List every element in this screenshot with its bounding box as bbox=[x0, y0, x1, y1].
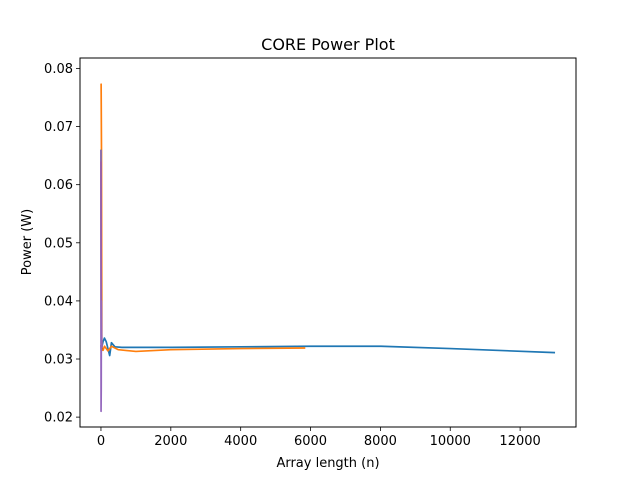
y-tick-label: 0.02 bbox=[44, 411, 73, 426]
y-tick-label: 0.05 bbox=[44, 236, 73, 251]
x-tick-label: 0 bbox=[97, 434, 105, 449]
x-axis: 0 2000 4000 6000 8000 10000 12000 bbox=[97, 427, 541, 449]
x-tick-label: 6000 bbox=[294, 434, 327, 449]
y-tick-label: 0.04 bbox=[44, 294, 73, 309]
chart-title: CORE Power Plot bbox=[261, 35, 395, 54]
y-tick-label: 0.03 bbox=[44, 353, 73, 368]
plot-area bbox=[100, 83, 556, 413]
y-tick-label: 0.08 bbox=[44, 62, 73, 77]
x-axis-label: Array length (n) bbox=[276, 456, 379, 471]
y-axis-label: Power (W) bbox=[20, 209, 35, 275]
x-tick-label: 8000 bbox=[364, 434, 397, 449]
x-tick-label: 4000 bbox=[224, 434, 257, 449]
x-tick-label: 2000 bbox=[154, 434, 187, 449]
y-tick-label: 0.06 bbox=[44, 178, 73, 193]
y-tick-label: 0.07 bbox=[44, 120, 73, 135]
x-tick-label: 10000 bbox=[430, 434, 471, 449]
x-tick-label: 12000 bbox=[499, 434, 540, 449]
series-line-5 bbox=[100, 149, 104, 413]
series-line-1 bbox=[100, 337, 556, 357]
y-axis: 0.02 0.03 0.04 0.05 0.06 0.07 0.08 bbox=[44, 62, 80, 426]
